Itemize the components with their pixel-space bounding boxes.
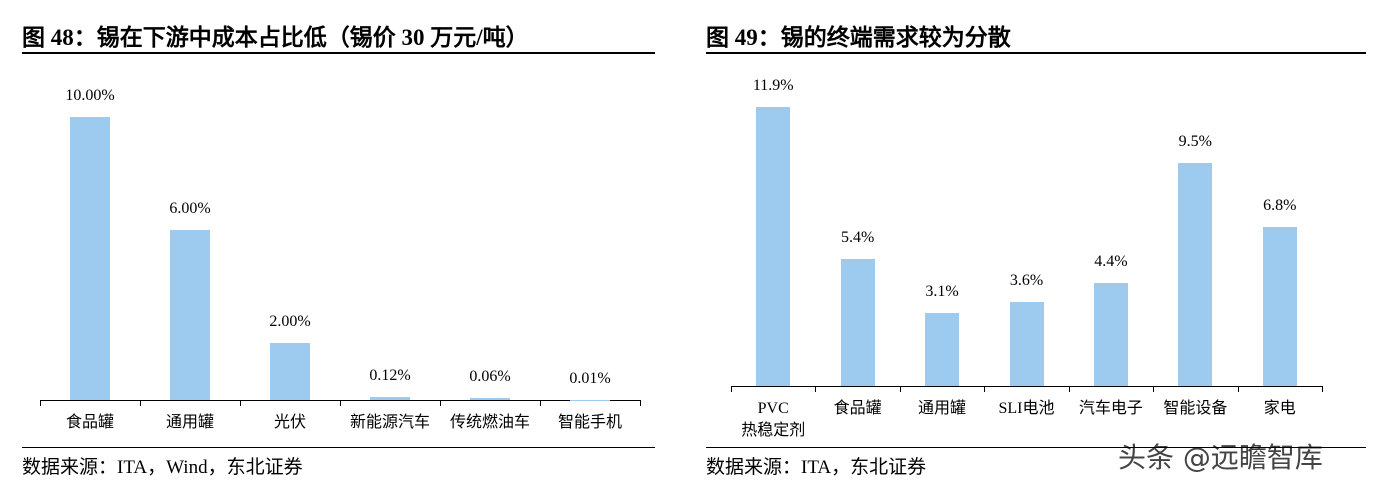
title-rule: [706, 52, 1366, 54]
x-tick-label: 新能源汽车: [349, 414, 430, 431]
bar: [1262, 226, 1297, 386]
bar: [1178, 163, 1213, 386]
source-note: 数据来源：ITA，东北证券: [706, 457, 927, 478]
value-label: 11.9%: [752, 77, 794, 95]
chart: 图 49：锡的终端需求较为分散数据来源：ITA，东北证券 11.9% PVC 热稳定…: [706, 0, 1366, 485]
category-separator: [731, 386, 732, 392]
value-label: 0.01%: [569, 369, 611, 387]
x-axis: [731, 386, 1322, 387]
chart: 图 48：锡在下游中成本占比低（锡价 30 万元/吨） 数据来源：ITA，Wind…: [22, 0, 655, 485]
bar: [370, 396, 410, 400]
value-label: 9.5%: [1178, 133, 1212, 151]
bar: [1009, 301, 1044, 386]
bar: [170, 230, 210, 400]
bar: [70, 116, 110, 400]
x-tick-label: 传统燃油车: [449, 414, 530, 431]
x-tick-label: 通用罐: [165, 414, 214, 431]
source-rule: [22, 447, 655, 448]
x-tick-label: 食品罐: [65, 414, 114, 431]
category-separator: [640, 400, 641, 406]
x-tick-label: 汽车电子: [1078, 400, 1143, 417]
value-label: 4.4%: [1094, 252, 1128, 270]
value-label: 6.00%: [169, 200, 211, 217]
x-tick-label: 智能手机: [557, 414, 622, 431]
x-tick-label: 食品罐: [833, 400, 882, 417]
category-separator: [340, 400, 341, 406]
value-label: 3.1%: [925, 283, 959, 301]
title-rule: [22, 52, 655, 54]
category-separator: [540, 400, 541, 406]
chart-title: 图 48：锡在下游中成本占比低（锡价 30 万元/吨）: [22, 25, 529, 50]
category-separator: [240, 400, 241, 406]
category-separator: [140, 400, 141, 406]
x-tick-label: PVC 热稳定剂: [741, 400, 806, 439]
bar: [470, 398, 510, 400]
category-separator: [40, 400, 41, 406]
category-separator: [1237, 386, 1239, 392]
x-tick-label: SLI电池: [998, 400, 1055, 417]
x-tick-label: 光伏: [273, 414, 306, 431]
source-rule: [706, 447, 1366, 448]
x-tick-label: 通用罐: [918, 400, 967, 417]
bar: [270, 343, 310, 400]
category-separator: [1153, 386, 1155, 392]
bar: [925, 313, 960, 386]
watermark: 头条 @远瞻智库: [1118, 441, 1323, 474]
value-label: 0.12%: [369, 366, 411, 384]
value-label: 0.06%: [469, 368, 511, 386]
category-separator: [440, 400, 441, 406]
bar: [840, 259, 875, 386]
bar: [756, 107, 791, 386]
category-separator: [984, 386, 986, 392]
bar: [1093, 282, 1128, 386]
value-label: 3.6%: [1009, 271, 1044, 289]
x-tick-label: 家电: [1263, 400, 1296, 417]
category-separator: [1322, 386, 1323, 392]
value-label: 10.00%: [65, 86, 115, 104]
value-label: 2.00%: [269, 313, 311, 331]
value-label: 6.8%: [1263, 196, 1297, 214]
chart-title: 图 49：锡的终端需求较为分散: [706, 25, 1011, 50]
category-separator: [899, 386, 901, 392]
category-separator: [1068, 386, 1070, 392]
x-tick-label: 智能设备: [1163, 400, 1228, 417]
source-note: 数据来源：ITA，Wind，东北证券: [22, 457, 303, 478]
value-label: 5.4%: [840, 229, 875, 247]
category-separator: [815, 386, 817, 392]
